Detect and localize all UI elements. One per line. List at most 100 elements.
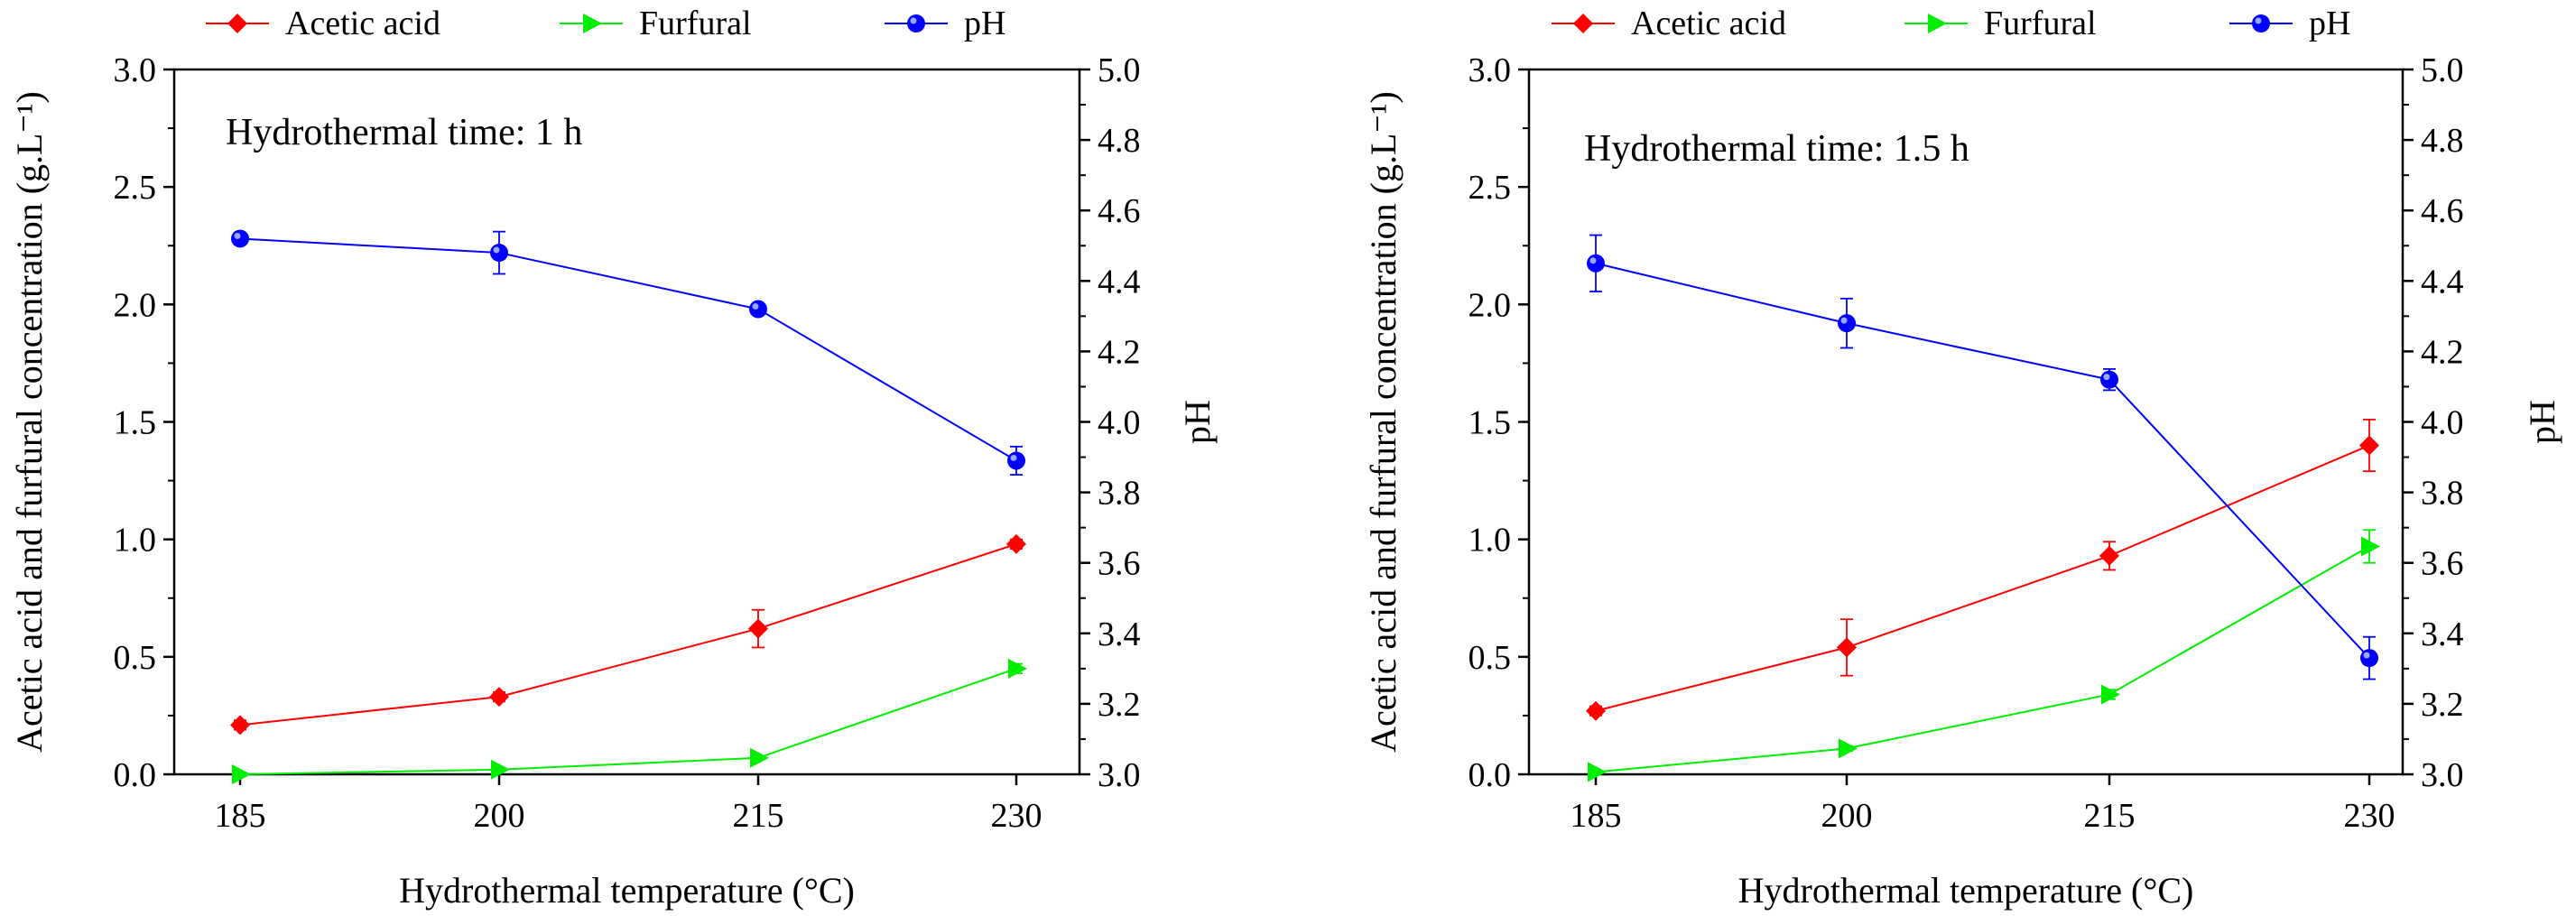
y2-tick-label: 5.0 xyxy=(2421,51,2464,89)
y2-tick-label: 3.6 xyxy=(2421,545,2464,583)
series-line xyxy=(1595,444,2370,712)
data-point xyxy=(748,618,768,639)
x-axis-label: Hydrothermal temperature (°C) xyxy=(1738,870,2194,911)
marker-circle-highlight xyxy=(752,303,759,310)
y2-tick-label: 4.6 xyxy=(2421,192,2464,230)
data-point xyxy=(1838,314,1856,333)
legend-marker xyxy=(2252,14,2270,32)
data-point xyxy=(2101,684,2120,705)
x-tick-label: 215 xyxy=(733,797,784,835)
legend: Acetic acid Furfural pH xyxy=(206,5,1005,42)
series-acetic-acid xyxy=(1586,418,2379,721)
legend-label: Acetic acid xyxy=(285,5,440,42)
y2-tick-label: 4.8 xyxy=(1098,122,1141,160)
marker-circle-highlight xyxy=(2363,652,2370,659)
data-point xyxy=(2361,536,2380,557)
data-point xyxy=(1006,533,1026,554)
y-tick-label: 2.0 xyxy=(114,286,157,324)
data-point xyxy=(2100,370,2118,389)
y2-tick-label: 4.4 xyxy=(2421,263,2464,301)
y2-tick-label: 4.0 xyxy=(1098,404,1141,442)
series-line xyxy=(239,667,1017,775)
data-point xyxy=(231,229,249,248)
legend-label: Furfural xyxy=(639,5,752,42)
series-line xyxy=(239,542,1017,726)
data-point xyxy=(490,244,508,263)
x-tick-label: 200 xyxy=(1821,797,1873,835)
series-ph xyxy=(231,229,1025,476)
legend-label: pH xyxy=(964,5,1005,42)
data-point xyxy=(2359,435,2379,456)
marker-circle-body xyxy=(1007,451,1025,470)
y2-tick-label: 3.4 xyxy=(1098,615,1141,653)
chart-panel-1: 0.0 0.5 1.0 1.5 2.0 2.5 3.0 3.0 3.2 3.4 3.6 3.8 4.0 4… xyxy=(9,5,1218,911)
marker-circle-highlight xyxy=(1010,454,1017,461)
y2-tick-label: 5.0 xyxy=(1098,51,1141,89)
legend-label: Furfural xyxy=(1984,5,2097,42)
y-tick-label: 1.5 xyxy=(114,404,157,442)
y-tick-label: 0.5 xyxy=(114,639,157,677)
chart-panel-2: 0.0 0.5 1.0 1.5 2.0 2.5 3.0 3.0 3.2 3.4 3.6 3.8 4.0 4… xyxy=(1363,5,2562,911)
marker-circle-highlight xyxy=(2255,17,2262,24)
panel-annotation: Hydrothermal time: 1.5 h xyxy=(1584,128,1969,170)
marker-circle-body xyxy=(1587,254,1605,273)
legend-marker xyxy=(1928,14,1947,33)
series-furfural xyxy=(232,658,1027,784)
marker-circle-highlight xyxy=(234,232,241,239)
y2-tick-label: 3.2 xyxy=(1098,686,1141,724)
data-point xyxy=(2099,545,2119,566)
y2-tick-label: 3.0 xyxy=(2421,756,2464,794)
y2-tick-label: 3.8 xyxy=(1098,475,1141,513)
marker-circle-body xyxy=(490,244,508,263)
series-line xyxy=(1595,545,2370,773)
y2-axis-label: pH xyxy=(1177,400,1218,444)
y-tick-label: 2.0 xyxy=(1469,286,1512,324)
y-tick-label: 2.5 xyxy=(114,169,157,207)
data-point xyxy=(750,747,769,768)
y2-tick-label: 3.8 xyxy=(2421,475,2464,513)
legend-label: Acetic acid xyxy=(1631,5,1786,42)
y-axis-label: Acetic acid and furfural concentration (… xyxy=(9,91,50,753)
marker-circle-body xyxy=(749,300,767,319)
marker-circle-body xyxy=(907,14,925,32)
marker-circle-highlight xyxy=(910,17,917,24)
y-tick-label: 3.0 xyxy=(1469,51,1512,89)
data-point xyxy=(491,759,510,780)
y-tick-label: 3.0 xyxy=(114,51,157,89)
marker-circle-body xyxy=(2252,14,2270,32)
data-point xyxy=(1588,762,1607,782)
y2-tick-label: 4.0 xyxy=(2421,404,2464,442)
y2-tick-label: 3.4 xyxy=(2421,615,2464,653)
x-tick-label: 230 xyxy=(991,797,1042,835)
series-acetic-acid xyxy=(230,533,1026,736)
y2-tick-label: 3.6 xyxy=(1098,545,1141,583)
y-tick-label: 0.0 xyxy=(114,756,157,794)
marker-circle-highlight xyxy=(1840,317,1848,324)
y-axis-label: Acetic acid and furfural concentration (… xyxy=(1363,91,1404,753)
data-point xyxy=(230,715,250,736)
marker-circle-highlight xyxy=(493,246,500,254)
data-point xyxy=(1008,658,1027,679)
legend-marker xyxy=(907,14,925,32)
data-point xyxy=(489,687,509,708)
marker-circle-highlight xyxy=(2103,374,2110,381)
plot-frame xyxy=(1527,68,2405,776)
y2-tick-label: 4.6 xyxy=(1098,192,1141,230)
x-axis-label: Hydrothermal temperature (°C) xyxy=(399,870,855,911)
y-tick-label: 1.0 xyxy=(114,522,157,560)
marker-circle-highlight xyxy=(1589,257,1597,264)
legend-marker xyxy=(1573,14,1593,33)
y-tick-label: 1.5 xyxy=(1469,404,1512,442)
y2-tick-label: 3.0 xyxy=(1098,756,1141,794)
x-tick-label: 185 xyxy=(1571,797,1622,835)
y2-tick-label: 4.2 xyxy=(1098,333,1141,371)
data-point xyxy=(1007,451,1025,470)
plot-frame xyxy=(172,68,1081,776)
legend: Acetic acid Furfural pH xyxy=(1552,5,2350,42)
y-tick-label: 2.5 xyxy=(1469,169,1512,207)
series-line xyxy=(239,237,1017,462)
series-line xyxy=(1595,262,2370,659)
marker-circle-body xyxy=(2360,649,2378,668)
x-tick-label: 230 xyxy=(2344,797,2395,835)
